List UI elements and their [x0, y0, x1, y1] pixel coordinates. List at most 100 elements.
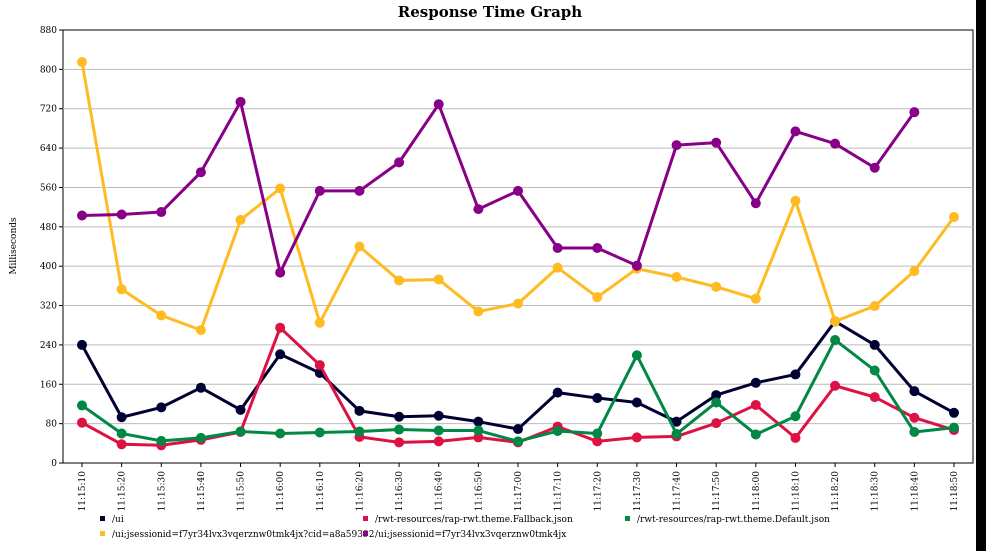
x-tick-label: 11:15:20: [118, 471, 128, 512]
data-point: [434, 436, 444, 446]
data-point: [156, 436, 166, 446]
x-tick-label: 11:18:00: [752, 471, 762, 512]
data-point: [196, 433, 206, 443]
data-point: [77, 340, 87, 350]
data-point: [909, 386, 919, 396]
x-tick-label: 11:18:50: [950, 471, 960, 512]
data-point: [632, 397, 642, 407]
data-point: [434, 411, 444, 421]
x-tick-label: 11:17:40: [673, 471, 683, 512]
data-point: [553, 426, 563, 436]
legend-swatch: [363, 516, 368, 521]
data-point: [870, 301, 880, 311]
y-tick-label: 0: [51, 459, 57, 469]
x-tick-label: 11:16:30: [395, 471, 405, 512]
data-point: [790, 126, 800, 136]
data-point: [473, 204, 483, 214]
data-point: [236, 427, 246, 437]
x-tick-label: 11:15:40: [197, 471, 207, 512]
x-tick-label: 11:17:20: [593, 471, 603, 512]
data-point: [672, 429, 682, 439]
x-tick-label: 11:15:30: [157, 471, 167, 512]
data-point: [870, 340, 880, 350]
data-point: [751, 400, 761, 410]
data-point: [592, 393, 602, 403]
data-point: [196, 383, 206, 393]
y-tick-label: 240: [40, 341, 57, 351]
data-point: [117, 439, 127, 449]
data-point: [909, 427, 919, 437]
data-point: [949, 408, 959, 418]
data-point: [156, 310, 166, 320]
y-tick-label: 400: [40, 262, 57, 272]
y-axis-ticks: 0 80 160 240 320 400 480 560 640 720 800 880: [40, 26, 63, 469]
data-point: [275, 323, 285, 333]
data-point: [434, 274, 444, 284]
legend-swatch: [625, 516, 630, 521]
data-point: [790, 369, 800, 379]
x-tick-label: 11:16:40: [435, 471, 445, 512]
data-point: [553, 243, 563, 253]
y-tick-label: 480: [40, 223, 57, 233]
data-point: [632, 350, 642, 360]
data-point: [117, 210, 127, 220]
data-point: [513, 186, 523, 196]
x-tick-label: 11:15:10: [78, 471, 88, 512]
data-point: [790, 433, 800, 443]
data-point: [632, 432, 642, 442]
chart-title: Response Time Graph: [398, 3, 582, 21]
y-tick-label: 720: [40, 105, 57, 115]
x-axis-ticks: 11:15:10 11:15:20 11:15:30 11:15:40 11:15:50…: [78, 463, 960, 511]
x-tick-label: 11:17:10: [554, 471, 564, 512]
plot-area: [63, 30, 973, 463]
data-point: [790, 196, 800, 206]
x-tick-label: 11:15:50: [237, 471, 247, 512]
data-point: [830, 139, 840, 149]
data-point: [909, 413, 919, 423]
legend-label: /rwt-resources/rap-rwt.theme.Default.jso…: [637, 515, 830, 525]
legend-label: /ui;jsessionid=f7yr34lvx3vqerznw0tmk4jx?…: [112, 530, 374, 540]
legend-label: /rwt-resources/rap-rwt.theme.Fallback.js…: [375, 515, 573, 525]
data-point: [949, 212, 959, 222]
data-point: [275, 349, 285, 359]
data-point: [275, 268, 285, 278]
data-point: [156, 207, 166, 217]
legend: /ui/rwt-resources/rap-rwt.theme.Fallback…: [100, 515, 830, 540]
data-point: [870, 163, 880, 173]
data-point: [473, 417, 483, 427]
x-tick-label: 11:17:00: [514, 471, 524, 512]
data-point: [394, 437, 404, 447]
data-point: [553, 263, 563, 273]
x-tick-label: 11:16:10: [316, 471, 326, 512]
data-point: [275, 428, 285, 438]
data-point: [473, 306, 483, 316]
y-tick-label: 880: [40, 26, 57, 36]
data-point: [592, 292, 602, 302]
data-point: [592, 243, 602, 253]
data-point: [672, 272, 682, 282]
data-point: [513, 424, 523, 434]
legend-label: /ui;jsessionid=f7yr34lvx3vqerznw0tmk4jx: [375, 530, 566, 540]
data-point: [553, 388, 563, 398]
data-point: [909, 266, 919, 276]
data-point: [315, 360, 325, 370]
data-point: [751, 429, 761, 439]
data-point: [315, 186, 325, 196]
data-point: [77, 418, 87, 428]
data-point: [751, 294, 761, 304]
y-tick-label: 320: [40, 302, 57, 312]
y-tick-label: 800: [40, 65, 57, 75]
data-point: [354, 242, 364, 252]
data-point: [117, 412, 127, 422]
data-point: [751, 198, 761, 208]
data-point: [354, 186, 364, 196]
data-point: [790, 411, 800, 421]
data-point: [672, 140, 682, 150]
y-tick-label: 80: [46, 420, 58, 430]
data-point: [394, 425, 404, 435]
data-point: [711, 138, 721, 148]
data-point: [394, 275, 404, 285]
data-point: [77, 211, 87, 221]
